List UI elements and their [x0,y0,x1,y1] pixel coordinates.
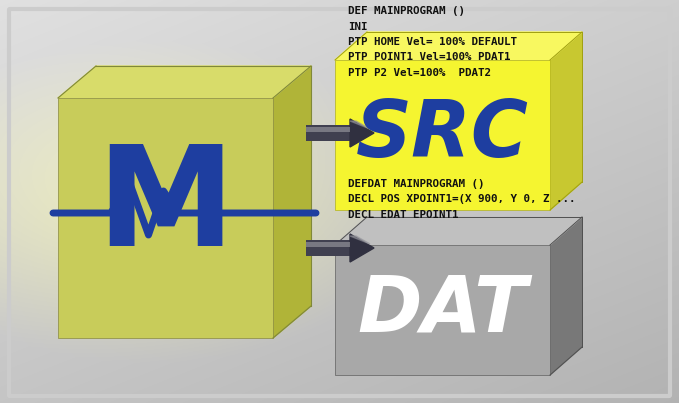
Text: PTP P2 Vel=100%  PDAT2: PTP P2 Vel=100% PDAT2 [348,68,491,78]
Text: PTP POINT1 Vel=100% PDAT1: PTP POINT1 Vel=100% PDAT1 [348,52,511,62]
Text: DECL POS XPOINT1=(X 900, Y 0, Z ...: DECL POS XPOINT1=(X 900, Y 0, Z ... [348,195,576,204]
Polygon shape [550,217,582,375]
Text: PTP HOME Vel= 100% DEFAULT: PTP HOME Vel= 100% DEFAULT [348,37,517,47]
Text: SRC: SRC [356,97,529,173]
Polygon shape [350,234,374,262]
Polygon shape [273,66,311,338]
Polygon shape [550,32,582,210]
Polygon shape [350,121,370,129]
Bar [306,127,350,132]
Bar [306,125,350,141]
Polygon shape [350,119,374,147]
Text: DECL EDAT EPOINT1: DECL EDAT EPOINT1 [348,210,458,220]
Text: M: M [96,141,235,276]
Bar [306,242,350,247]
Text: DEFDAT MAINPROGRAM (): DEFDAT MAINPROGRAM () [348,179,485,189]
FancyBboxPatch shape [8,8,671,397]
Polygon shape [58,66,311,98]
Text: DAT: DAT [357,272,528,348]
Bar [58,98,273,338]
Text: INI: INI [348,21,367,31]
Text: DEF MAINPROGRAM (): DEF MAINPROGRAM () [348,6,465,16]
Polygon shape [350,236,370,244]
Bar [335,245,550,375]
Bar [335,60,550,210]
Polygon shape [335,32,582,60]
Bar [306,240,350,256]
Polygon shape [335,217,582,245]
